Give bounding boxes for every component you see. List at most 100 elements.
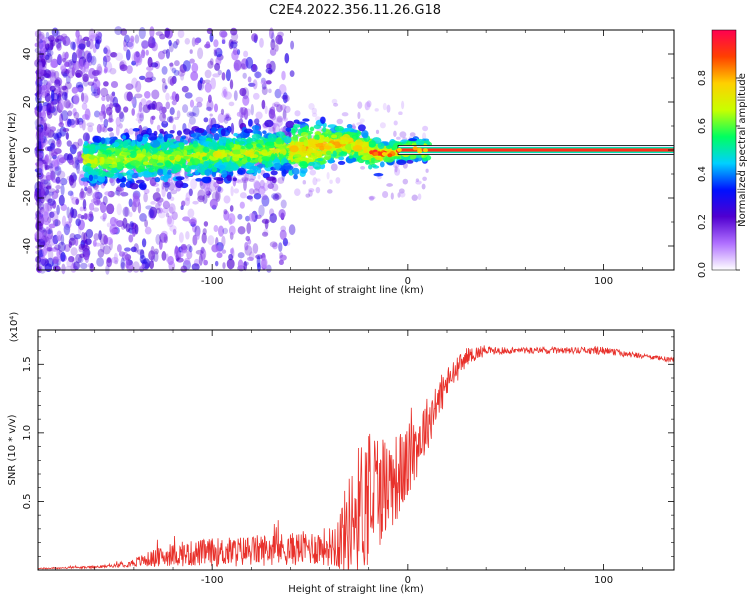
- spectrogram-cell: [240, 112, 246, 118]
- spectrogram-cell: [299, 145, 307, 153]
- spectrogram-cell: [227, 213, 236, 225]
- spectrogram-cell: [73, 233, 82, 240]
- spectrogram-cell: [211, 191, 220, 201]
- spectrogram-cell: [144, 219, 149, 228]
- spectrogram-cell: [282, 109, 287, 120]
- spectrogram-cell: [158, 210, 166, 219]
- spectrogram-cell: [245, 143, 254, 149]
- spectrogram-cell: [47, 138, 56, 146]
- spectrogram-cell: [115, 124, 120, 136]
- spectrogram-cell: [272, 242, 278, 250]
- spectrogram-cell: [237, 252, 245, 259]
- spectrogram-cell: [278, 84, 287, 95]
- spectrogram-cell: [60, 110, 69, 122]
- spectrogram-cell: [161, 230, 168, 238]
- spectrogram-cell: [320, 116, 326, 124]
- spectrogram-cell: [68, 159, 75, 165]
- spectrogram-cell: [145, 71, 154, 80]
- spectrogram-cell: [62, 127, 70, 133]
- spectrogram-cell: [191, 158, 201, 166]
- spectrogram-cell: [93, 110, 101, 118]
- spectrogram-cell: [282, 237, 288, 247]
- spectrogram-cell: [173, 41, 178, 49]
- spectrogram-cell: [38, 187, 46, 198]
- spectrogram-cell: [240, 107, 248, 116]
- spectrogram-cell: [134, 34, 140, 44]
- spectrogram-cell: [172, 124, 176, 131]
- spectrogram-cell: [256, 255, 261, 268]
- spectrogram-cell: [169, 62, 174, 67]
- spectrogram-cell: [39, 36, 48, 45]
- spectrogram-cell: [87, 263, 91, 268]
- spectrogram-cell: [50, 89, 55, 102]
- spectrogram-cell: [135, 80, 142, 93]
- spectrogram-cell: [373, 151, 379, 156]
- spectrogram-cell: [144, 77, 153, 83]
- colorbar-ticks: 0.0 0.2 0.4 0.6 0.8: [697, 70, 740, 278]
- spectrogram-cell: [258, 185, 266, 195]
- spectrogram-cell: [65, 75, 71, 85]
- spectrogram-cell: [99, 201, 107, 214]
- spectrogram-cell: [88, 38, 94, 50]
- spectrogram-cell: [140, 49, 146, 59]
- spectrogram-cell: [368, 140, 376, 148]
- spectrogram-cell: [57, 170, 66, 179]
- spectrogram-cell: [202, 228, 207, 235]
- spectrogram-cell: [415, 180, 422, 185]
- spectrogram-cell: [221, 35, 226, 44]
- spectrogram-cell: [229, 248, 234, 255]
- spectrogram-cell: [220, 108, 225, 115]
- spectrogram-cell: [73, 111, 80, 119]
- spectrogram-cell: [243, 107, 249, 120]
- spectrogram-cell: [264, 105, 268, 115]
- spectrogram-cell: [220, 128, 226, 137]
- spectrogram-cell: [348, 154, 354, 159]
- spectrogram-cell: [48, 223, 56, 229]
- spectrogram-cell: [217, 69, 222, 76]
- spectrogram-cell: [62, 57, 67, 63]
- colorbar-label: Normalized spectral amplitude: [737, 73, 748, 227]
- spectrogram-cell: [84, 95, 89, 103]
- spectrogram-cell: [181, 135, 187, 140]
- spectrogram-cell: [49, 202, 54, 209]
- spectrogram-cell: [77, 256, 84, 264]
- spectrogram-cell: [396, 159, 407, 166]
- spectrogram-cell: [45, 202, 52, 212]
- spectrogram-cell: [191, 62, 199, 73]
- spectrogram-cell: [208, 141, 218, 150]
- spectrogram-cell: [185, 230, 190, 240]
- spectrogram-cell: [397, 192, 401, 198]
- spectrogram-cell: [82, 249, 90, 261]
- spectrogram-cell: [36, 101, 43, 113]
- spectrogram-cell: [72, 107, 77, 117]
- spectrogram-cell: [285, 120, 295, 129]
- spectrogram-cell: [129, 182, 139, 190]
- spectrogram-cell: [253, 181, 261, 191]
- spectrogram-cell: [204, 69, 212, 79]
- spectrogram-cell: [279, 104, 287, 111]
- spectrogram-cell: [232, 177, 238, 182]
- spectrogram-cell: [109, 216, 117, 227]
- spectrogram-cell: [233, 90, 238, 101]
- spectrogram-cell: [211, 244, 219, 253]
- spectrogram-cell: [206, 27, 213, 35]
- spectrogram-cell: [211, 166, 218, 173]
- spectrogram-cell: [110, 52, 118, 58]
- spectrogram-cell: [109, 136, 118, 141]
- spectrogram-cell: [167, 215, 172, 225]
- spectrogram-cell: [324, 129, 332, 135]
- spectrogram-cell: [89, 143, 97, 149]
- spectrogram-cell: [262, 130, 267, 135]
- spectrogram-cell: [51, 147, 56, 152]
- spectrogram-cell: [281, 116, 288, 121]
- spectrogram-cell: [336, 118, 344, 125]
- spectrogram-cell: [229, 79, 234, 90]
- spectrogram-cell: [177, 69, 186, 77]
- y-tick-label: 0: [22, 147, 33, 153]
- spectrogram-cell: [186, 244, 192, 251]
- spectrogram-cell: [386, 183, 393, 187]
- spectrogram-cell: [225, 164, 235, 172]
- spectrogram-cell: [153, 248, 159, 255]
- spectrogram-cell: [132, 195, 141, 208]
- spectrogram-cell: [56, 128, 62, 141]
